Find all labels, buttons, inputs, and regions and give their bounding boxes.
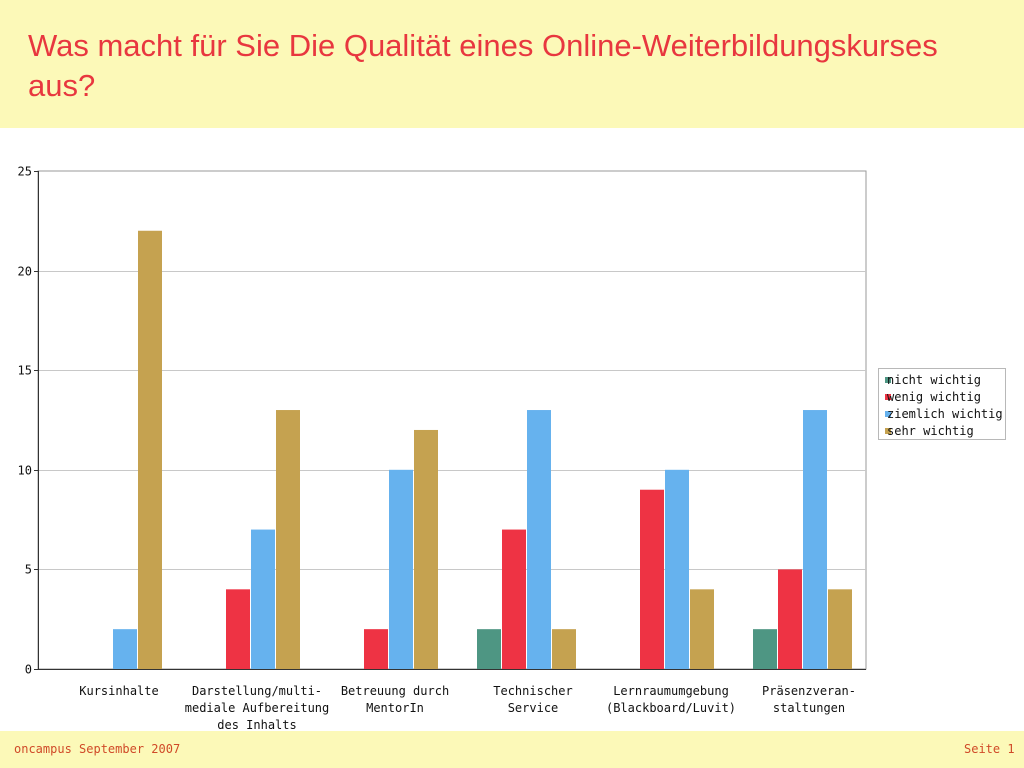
- y-tick-label: 20: [18, 265, 32, 279]
- bar: [389, 469, 413, 669]
- bar: [828, 589, 852, 669]
- x-category-label: des Inhalts: [217, 718, 296, 732]
- x-category-label: staltungen: [773, 701, 845, 715]
- bar: [690, 589, 714, 669]
- bar: [640, 489, 664, 669]
- bar: [113, 629, 137, 669]
- bar: [502, 529, 526, 669]
- bar: [477, 629, 501, 669]
- y-tick-label: 5: [25, 563, 32, 577]
- plot-area: [37, 170, 867, 670]
- bar: [527, 410, 551, 669]
- x-category-label: Technischer: [493, 684, 572, 698]
- bar: [226, 589, 250, 669]
- legend-swatch: [885, 428, 891, 434]
- y-tick-label: 25: [18, 165, 32, 179]
- y-tick-label: 0: [25, 663, 32, 677]
- legend-label: sehr wichtig: [887, 424, 974, 438]
- x-category-label: Kursinhalte: [79, 684, 158, 698]
- legend-swatch: [885, 411, 891, 417]
- legend-swatch: [885, 394, 891, 400]
- legend-label: ziemlich wichtig: [887, 407, 1003, 421]
- legend-label: nicht wichtig: [887, 373, 981, 387]
- bar: [778, 569, 802, 669]
- x-category-label: Service: [508, 701, 559, 715]
- bar: [414, 429, 438, 669]
- x-category-label: mediale Aufbereitung: [185, 701, 330, 715]
- legend-label: wenig wichtig: [887, 390, 981, 404]
- x-category-label: (Blackboard/Luvit): [606, 701, 736, 715]
- legend-item: nicht wichtig: [879, 372, 1005, 389]
- bar: [803, 410, 827, 669]
- legend-item: wenig wichtig: [879, 389, 1005, 406]
- legend-item: sehr wichtig: [879, 423, 1005, 440]
- footer-band: oncampus September 2007 Seite 1: [0, 731, 1024, 768]
- page-title: Was macht für Sie Die Qualität eines Onl…: [28, 28, 938, 103]
- legend-swatch: [885, 377, 891, 383]
- x-category-label: Darstellung/multi-: [192, 684, 322, 698]
- x-category-label: MentorIn: [366, 701, 424, 715]
- header-band: Was macht für Sie Die Qualität eines Onl…: [0, 0, 1024, 128]
- x-category-label: Präsenzveran-: [762, 684, 856, 698]
- legend-item: ziemlich wichtig: [879, 406, 1005, 423]
- x-category-label: Lernraumumgebung: [613, 684, 729, 698]
- footer-text: oncampus September 2007: [14, 742, 181, 756]
- y-tick-label: 15: [18, 364, 32, 378]
- bar: [251, 529, 275, 669]
- x-category-label: Betreuung durch: [341, 684, 449, 698]
- y-tick-label: 10: [18, 464, 32, 478]
- bar: [665, 469, 689, 669]
- bar: [552, 629, 576, 669]
- bar: [364, 629, 388, 669]
- bar: [276, 410, 300, 669]
- page-number: Seite 1: [964, 742, 1015, 756]
- chart-legend: nicht wichtig wenig wichtig ziemlich wicht…: [878, 368, 1006, 440]
- bar: [753, 629, 777, 669]
- bar: [138, 230, 162, 669]
